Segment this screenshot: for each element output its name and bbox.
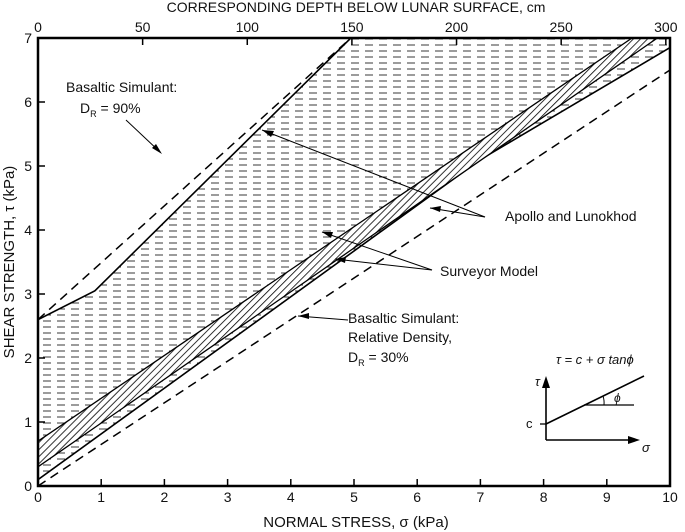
inset-c-label: c (526, 416, 533, 431)
annotation-surveyor-leader-upper (321, 231, 433, 271)
annotation-sim30-line2: Relative Density, (348, 329, 452, 345)
x-tick-label: 0 (34, 489, 42, 505)
top-axis-ticks: 0 50 100 150 200 250 300 (34, 19, 678, 45)
plot-area (38, 38, 670, 486)
annotation-surveyor-arrowhead-lower (335, 257, 346, 263)
lines-layer (38, 38, 670, 486)
annotation-sim90-d: D (80, 100, 90, 116)
band-0 (38, 38, 670, 481)
x-tick-label: 2 (161, 489, 169, 505)
inset-envelope-line (545, 375, 645, 425)
annotation-apollo: Apollo and Lunokhod (505, 208, 637, 224)
annotation-apollo-leader-upper (261, 129, 486, 218)
x-tick-label: 7 (477, 489, 485, 505)
inset-equation: τ = c + σ tanϕ (556, 352, 634, 367)
y-axis-ticks: 0 1 2 3 4 5 6 7 (24, 30, 45, 494)
band-1 (38, 38, 659, 468)
bands-layer (38, 38, 670, 481)
y-tick-label: 4 (24, 222, 32, 238)
top-axis-title: CORRESPONDING DEPTH BELOW LUNAR SURFACE,… (167, 0, 546, 15)
inset-tau-label: τ (535, 374, 541, 389)
inset-sigma-arrowhead (628, 436, 640, 444)
inset-phi-label: ϕ (614, 391, 621, 405)
x-tick-label: 4 (287, 489, 295, 505)
annotation-sim30-d: D (348, 349, 358, 365)
annotation-surveyor-leader-lower (334, 258, 433, 271)
annotation-sim90-line1: Basaltic Simulant: (66, 79, 177, 95)
annotation-apollo-arrowhead-lower (430, 206, 441, 212)
y-tick-label: 6 (24, 94, 32, 110)
top-tick-label: 100 (236, 19, 260, 35)
top-tick-label: 250 (549, 19, 573, 35)
y-tick-label: 0 (24, 478, 32, 494)
x-axis-title: NORMAL STRESS, σ (kPa) (263, 514, 448, 531)
annotation-sim90-arrowhead (152, 144, 162, 154)
top-tick-label: 0 (34, 19, 42, 35)
top-tick-label: 300 (654, 19, 678, 35)
annotation-surveyor: Surveyor Model (440, 263, 538, 279)
annotation-sim30-arrowhead (298, 313, 309, 319)
inset-background (520, 346, 662, 452)
inset-tau-arrowhead (542, 376, 550, 388)
annotation-sim30-sub: R (358, 358, 365, 368)
x-tick-label: 1 (97, 489, 105, 505)
y-tick-label: 7 (24, 30, 32, 46)
y-axis-title: SHEAR STRENGTH, τ (kPa) (1, 166, 18, 359)
top-tick-label: 200 (445, 19, 469, 35)
x-tick-label: 6 (413, 489, 421, 505)
inset-sigma-label: σ (642, 440, 651, 455)
inset-phi-arc (602, 395, 605, 406)
x-tick-label: 5 (350, 489, 358, 505)
annotation-sim30-line3: DR = 30% (348, 349, 409, 368)
series-line-1 (38, 69, 670, 486)
annotation-surveyor-arrowhead-upper (322, 232, 333, 238)
x-tick-label: 10 (662, 489, 678, 505)
top-tick-label: 50 (135, 19, 151, 35)
y-tick-label: 3 (24, 286, 32, 302)
x-tick-label: 9 (603, 489, 611, 505)
y-tick-label: 5 (24, 158, 32, 174)
annotation-apollo-arrowhead-upper (262, 130, 274, 137)
annotation-sim90-sub: R (90, 109, 97, 119)
top-tick-label: 150 (340, 19, 364, 35)
x-tick-label: 3 (224, 489, 232, 505)
x-tick-label: 8 (540, 489, 548, 505)
annotation-sim30-line1: Basaltic Simulant: (348, 310, 459, 326)
series-line-0 (38, 38, 352, 321)
y-tick-label: 2 (24, 350, 32, 366)
annotation-sim30-value: = 30% (365, 349, 409, 365)
annotation-sim90-value: = 90% (97, 100, 141, 116)
annotations-layer: Basaltic Simulant: DR = 90% Apollo and L… (66, 79, 637, 368)
annotation-sim90-line2: DR = 90% (80, 100, 141, 119)
x-axis-ticks: 0 1 2 3 4 5 6 7 8 9 10 (34, 479, 678, 505)
y-tick-label: 1 (24, 414, 32, 430)
coulomb-inset: τ = c + σ tanϕ τ σ ϕ c (520, 346, 662, 455)
